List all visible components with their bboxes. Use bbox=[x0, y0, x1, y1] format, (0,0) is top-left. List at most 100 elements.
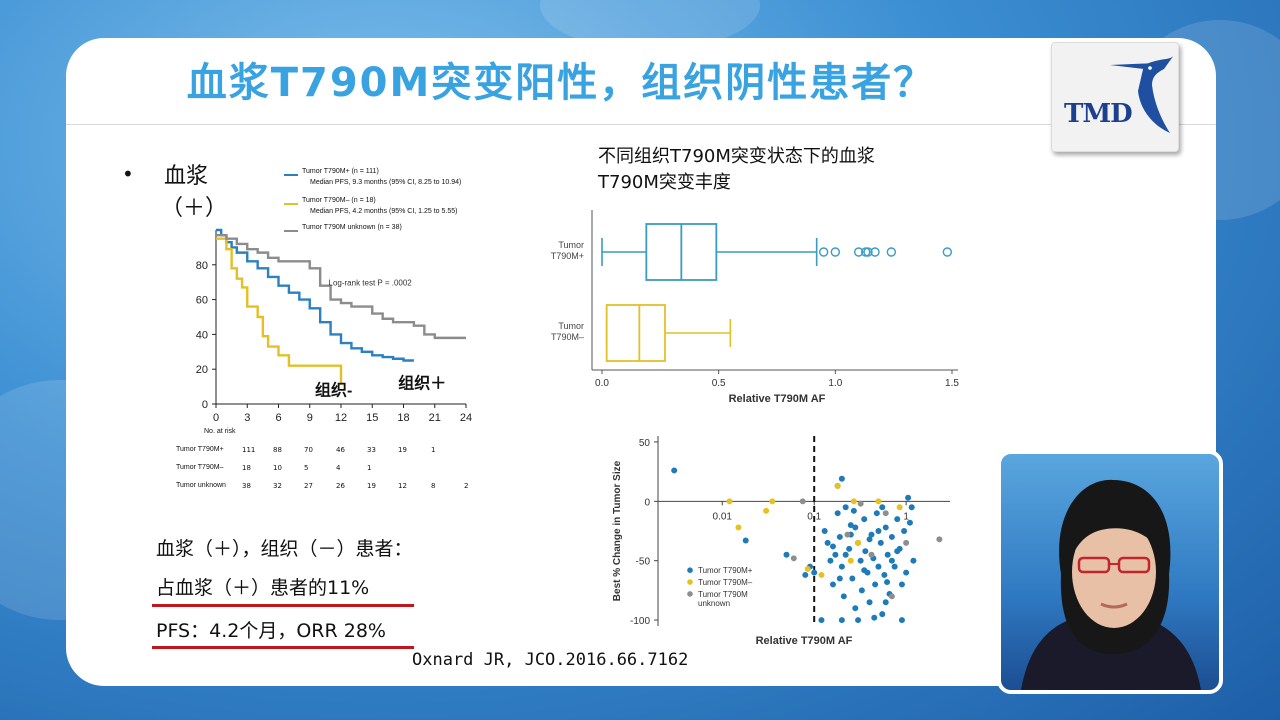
scatter-x-tick-label: 1 bbox=[903, 511, 909, 522]
km-x-tick-label: 24 bbox=[460, 412, 472, 424]
scatter-point bbox=[857, 557, 864, 564]
scatter-point bbox=[857, 500, 864, 507]
scatter-point bbox=[829, 543, 836, 550]
km-legend-label: Tumor T790M– (n = 18) bbox=[302, 197, 376, 204]
scatter-point bbox=[896, 504, 903, 511]
risk-cell: 1 bbox=[367, 464, 372, 472]
km-y-tick-label: 0 bbox=[202, 399, 208, 411]
scatter-point bbox=[901, 528, 908, 534]
scatter-point bbox=[827, 557, 834, 564]
scatter-point bbox=[908, 504, 915, 511]
scatter-point bbox=[847, 557, 854, 564]
scatter-legend-marker bbox=[687, 567, 693, 573]
scatter-point bbox=[891, 563, 898, 570]
risk-cell: 8 bbox=[431, 482, 436, 490]
scatter-point bbox=[881, 571, 888, 578]
scatter-y-tick-label: 0 bbox=[644, 497, 650, 508]
km-legend-swatch bbox=[284, 203, 298, 205]
km-label-tissue-negative: 组织- bbox=[315, 380, 352, 399]
scatter-point bbox=[824, 539, 831, 546]
underline-red bbox=[152, 604, 414, 607]
scatter-point bbox=[671, 467, 678, 474]
km-legend: Tumor T790M+ (n = 111) Median PFS, 9.3 m… bbox=[284, 168, 524, 238]
scatter-legend-marker bbox=[687, 579, 693, 585]
scatter-point bbox=[783, 551, 790, 558]
scatter-point bbox=[842, 551, 849, 558]
box-x-tick-label: 1.5 bbox=[945, 378, 959, 389]
scatter-legend-label: Tumor T790M– bbox=[698, 578, 753, 587]
km-series-line bbox=[216, 234, 466, 340]
scatter-point bbox=[802, 571, 809, 578]
scatter-point bbox=[855, 539, 862, 546]
bullet-line-2: （＋） bbox=[161, 196, 228, 221]
scatter-point bbox=[875, 563, 882, 570]
logo-text: TMD bbox=[1064, 99, 1133, 129]
bird-icon bbox=[1110, 55, 1174, 133]
km-legend-swatch bbox=[284, 174, 298, 176]
risk-cell: 1 bbox=[431, 446, 436, 454]
km-x-tick-label: 18 bbox=[397, 412, 409, 424]
scatter-point bbox=[742, 537, 749, 544]
scatter-point bbox=[884, 551, 891, 558]
risk-row-name: Tumor unknown bbox=[176, 482, 226, 489]
scatter-point bbox=[877, 539, 884, 546]
scatter-point bbox=[866, 599, 873, 606]
risk-row: Tumor unknown 38 32 27 26 19 12 8 2 bbox=[176, 482, 506, 494]
scatter-point bbox=[898, 581, 905, 588]
scatter-legend-marker bbox=[687, 591, 693, 597]
box-outlier bbox=[863, 247, 873, 257]
scatter-point bbox=[726, 498, 733, 505]
scatter-point bbox=[875, 498, 882, 505]
risk-cell: 33 bbox=[367, 446, 376, 454]
scatter-point bbox=[811, 569, 818, 576]
risk-heading: No. at risk bbox=[204, 428, 236, 435]
scatter-legend-label: unknown bbox=[698, 599, 730, 608]
box-title-line-1: 不同组织T790M突变状态下的血浆 bbox=[598, 146, 875, 167]
km-series-line bbox=[216, 228, 414, 362]
risk-cell: 88 bbox=[273, 446, 282, 454]
scatter-point bbox=[834, 510, 841, 517]
risk-cell: 12 bbox=[398, 482, 407, 490]
scatter-point bbox=[905, 494, 912, 501]
scatter-point bbox=[844, 531, 851, 538]
scatter-point bbox=[906, 519, 913, 526]
slide-title: 血浆T790M突变阳性，组织阴性患者？ bbox=[186, 60, 936, 106]
km-x-tick-label: 6 bbox=[275, 412, 281, 424]
scatter-point bbox=[842, 504, 849, 511]
box-outlier bbox=[830, 247, 841, 257]
scatter-point bbox=[834, 482, 841, 489]
scatter-y-tick-label: 50 bbox=[639, 438, 651, 449]
scatter-point bbox=[873, 510, 880, 517]
box-category-label: T790M– bbox=[551, 332, 584, 342]
scatter-point bbox=[858, 587, 865, 594]
scatter-y-tick-label: -100 bbox=[630, 616, 650, 627]
scatter-point bbox=[840, 593, 847, 600]
scatter-point bbox=[847, 522, 854, 529]
scatter-point bbox=[882, 524, 889, 531]
km-y-tick-label: 40 bbox=[196, 329, 208, 341]
risk-cell: 38 bbox=[242, 482, 251, 490]
risk-cell: 70 bbox=[304, 446, 313, 454]
scatter-point bbox=[852, 605, 859, 612]
scatter-point bbox=[838, 475, 845, 482]
scatter-point bbox=[861, 516, 868, 523]
scatter-point bbox=[861, 567, 868, 574]
scatter-point bbox=[884, 579, 891, 586]
scatter-x-tick-label: 0.01 bbox=[713, 511, 733, 522]
km-logrank-label: Log-rank test P = .0002 bbox=[329, 279, 413, 288]
km-legend-swatch bbox=[284, 230, 298, 232]
km-legend-sub: Median PFS, 9.3 months (95% CI, 8.25 to … bbox=[310, 179, 462, 186]
risk-row: Tumor T790M+ 111 88 70 46 33 19 1 bbox=[176, 446, 506, 458]
scatter-point bbox=[868, 531, 875, 538]
box-x-tick-label: 0.0 bbox=[595, 378, 609, 389]
risk-cell: 32 bbox=[273, 482, 282, 490]
scatter-point bbox=[852, 524, 859, 531]
scatter-point bbox=[850, 498, 857, 505]
box-outlier bbox=[870, 247, 880, 257]
risk-row: Tumor T790M– 18 10 5 4 1 bbox=[176, 464, 506, 476]
box-x-axis-label: Relative T790M AF bbox=[729, 393, 826, 405]
scatter-point bbox=[850, 507, 857, 514]
scatter-point bbox=[836, 575, 843, 582]
risk-cell: 26 bbox=[336, 482, 345, 490]
scatter-x-axis-label: Relative T790M AF bbox=[756, 635, 853, 647]
